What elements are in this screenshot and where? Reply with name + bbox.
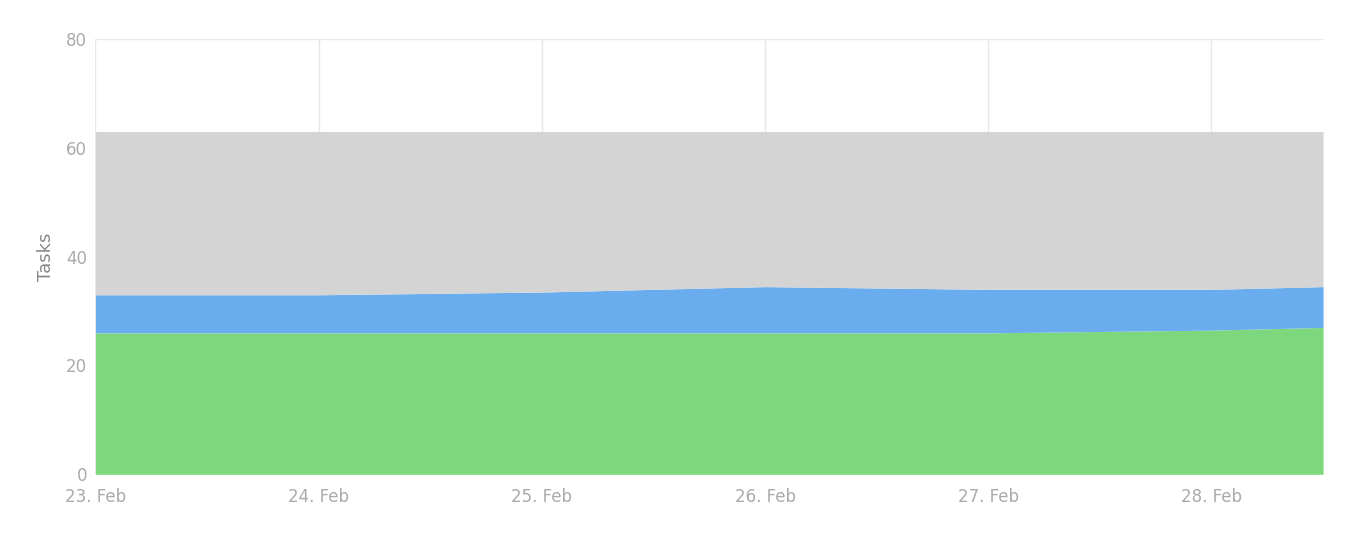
- Y-axis label: Tasks: Tasks: [37, 233, 55, 281]
